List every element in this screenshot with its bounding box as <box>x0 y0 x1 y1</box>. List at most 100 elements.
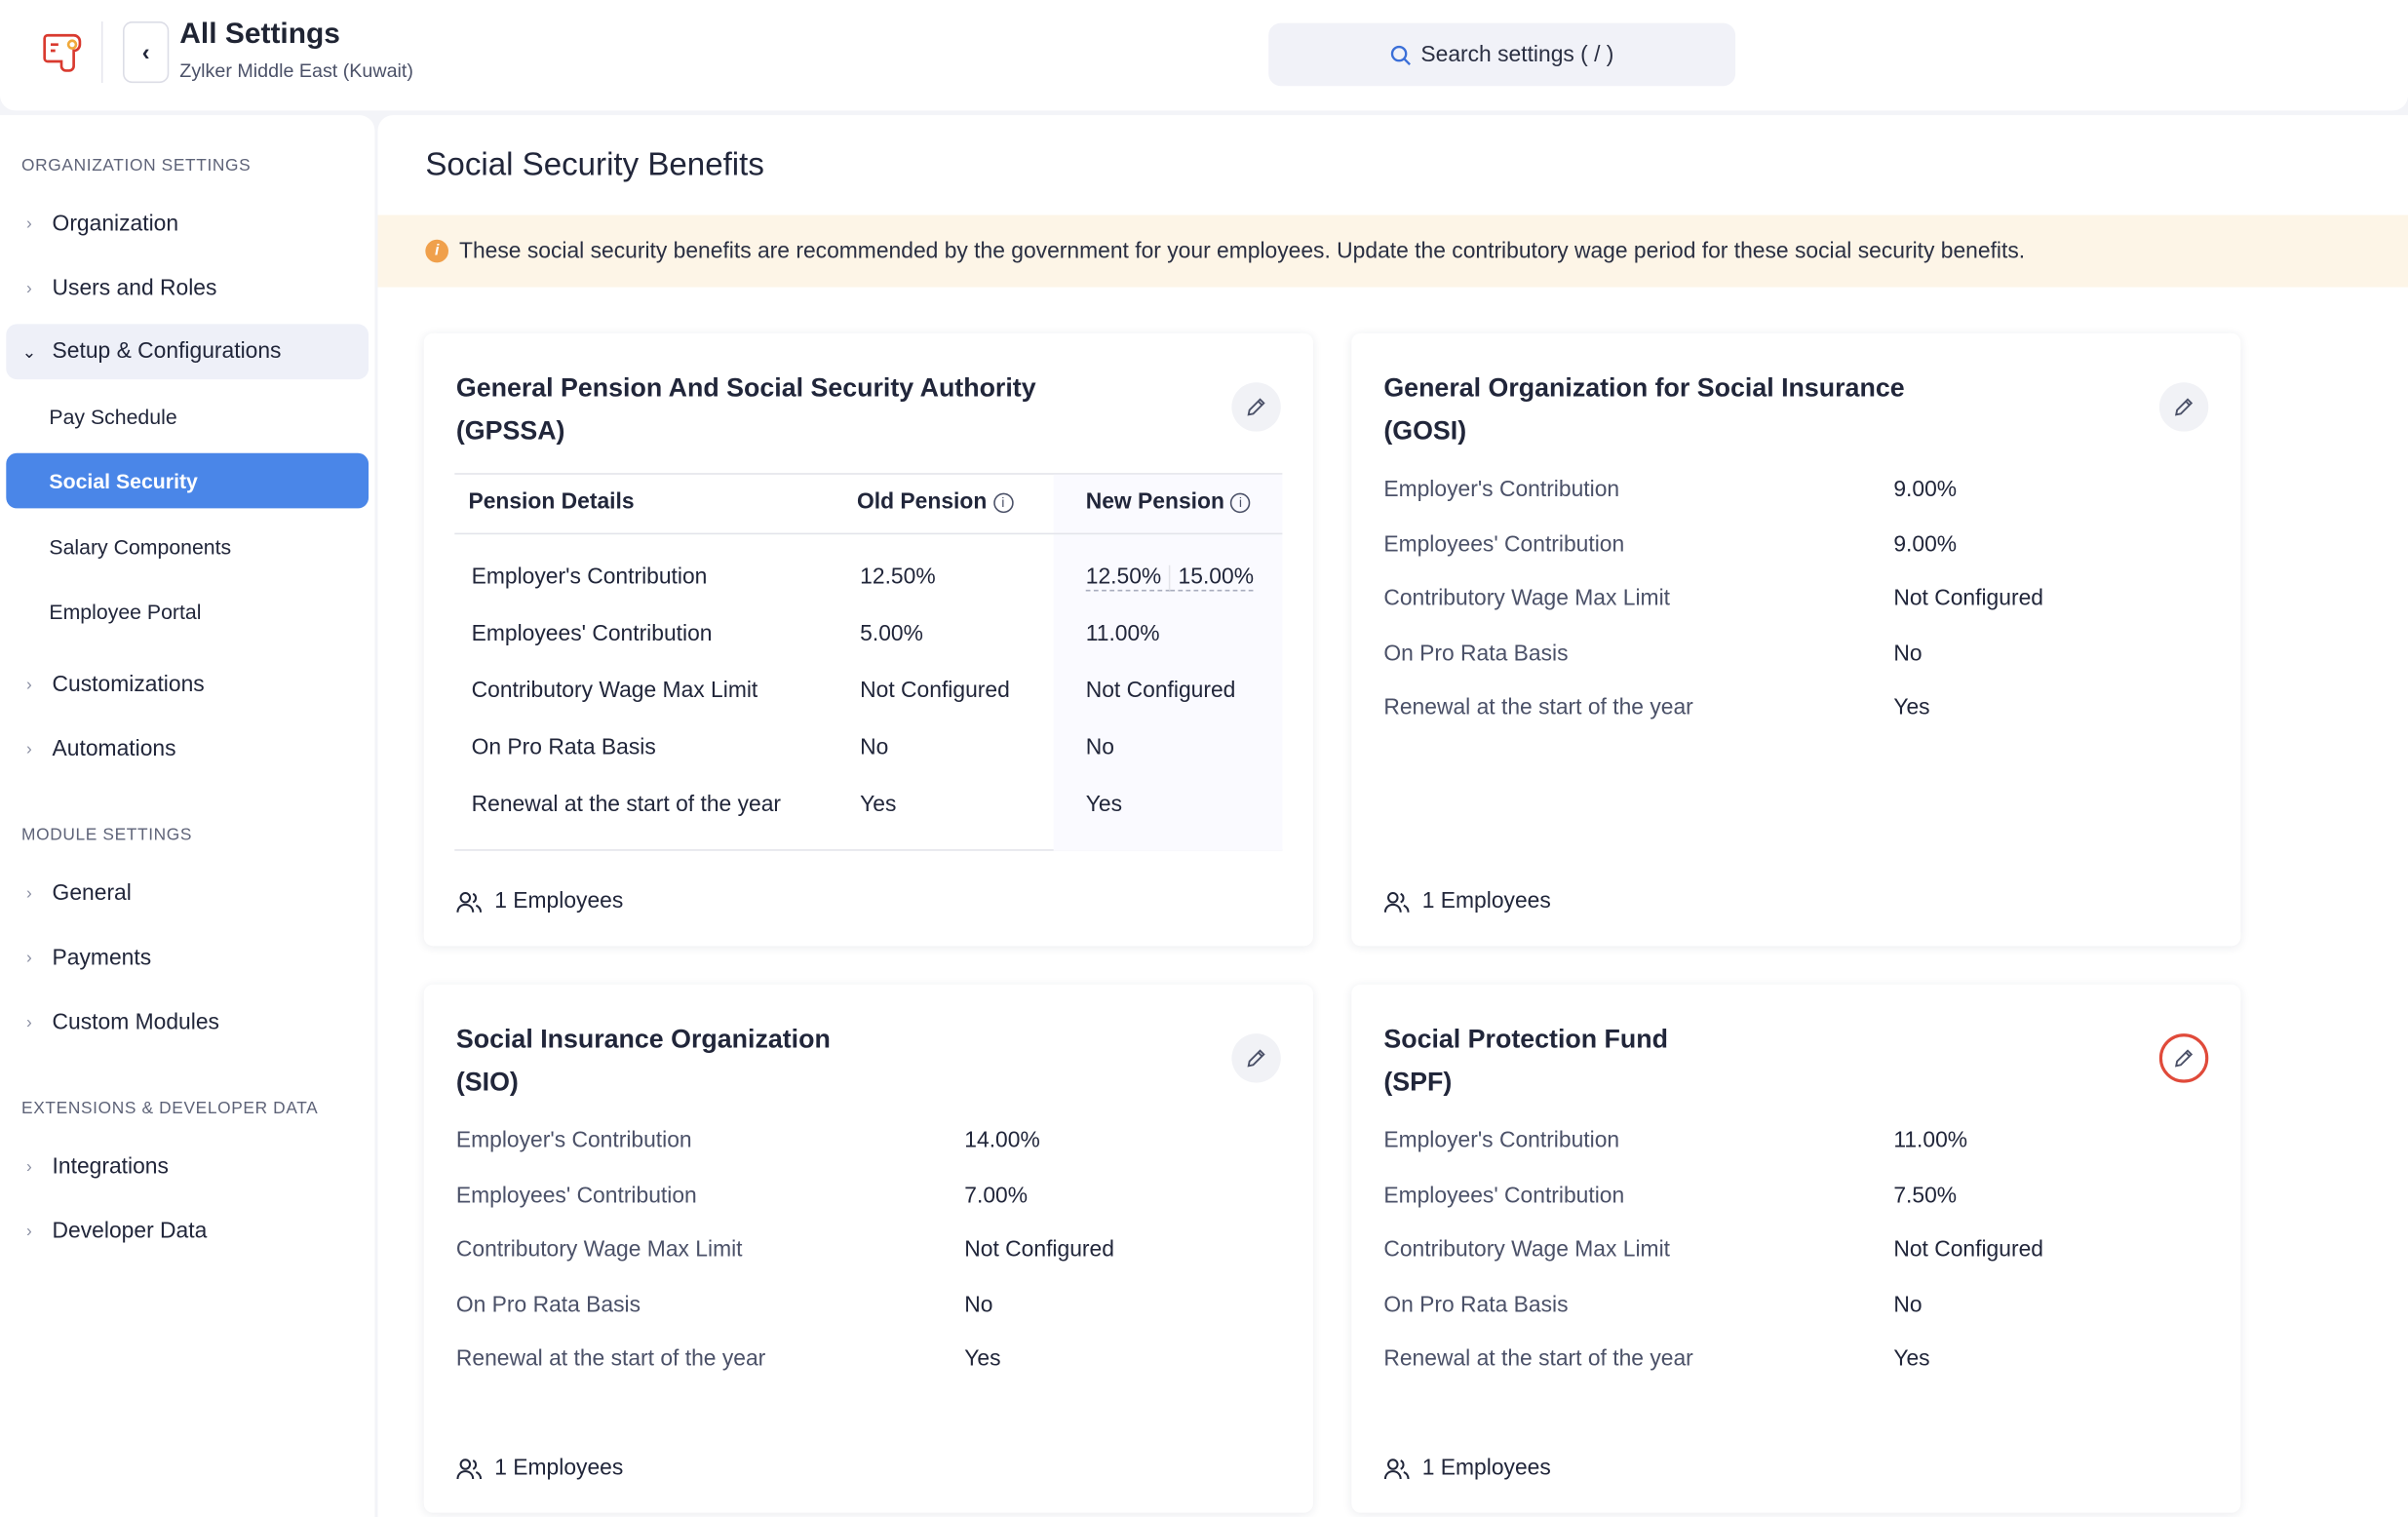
sidebar-item-customizations[interactable]: › Customizations <box>6 657 369 713</box>
sidebar-item-label: Developer Data <box>52 1219 208 1244</box>
employee-count-label: 1 Employees <box>1421 1456 1551 1481</box>
chevron-right-icon: › <box>26 279 32 298</box>
sidebar-item-automations[interactable]: › Automations <box>6 721 369 777</box>
card-title-abbr: (GOSI) <box>1383 415 1467 446</box>
users-icon <box>1383 890 1410 914</box>
chevron-right-icon: › <box>26 1157 32 1177</box>
sidebar: Organization Settings › Organization › Use… <box>0 115 375 1517</box>
old-pension-value: 12.50% <box>860 564 936 590</box>
employee-count[interactable]: 1 Employees <box>456 1456 624 1481</box>
edit-button[interactable] <box>2158 1033 2209 1083</box>
pension-table: Pension Details Old Pension i New Pension… <box>454 473 1283 851</box>
detail-label: Contributory Wage Max Limit <box>455 1237 743 1263</box>
detail-value: 9.00% <box>1893 477 1958 503</box>
pencil-icon <box>1246 396 1267 417</box>
sidebar-item-salary-components[interactable]: Salary Components <box>49 534 232 559</box>
sidebar-item-employee-portal[interactable]: Employee Portal <box>49 600 202 623</box>
detail-value: Not Configured <box>1893 1237 2043 1263</box>
banner-text: These social security benefits are recom… <box>459 238 2026 264</box>
top-header <box>0 0 2408 111</box>
chevron-right-icon: › <box>26 676 32 695</box>
info-icon[interactable]: i <box>1230 491 1251 513</box>
new-pension-value-b: 15.00% <box>1170 565 1255 592</box>
card-title-abbr: (SPF) <box>1383 1067 1453 1097</box>
sidebar-item-label: Integrations <box>52 1154 169 1180</box>
benefit-card-gosi: General Organization for Social Insuranc… <box>1351 332 2241 947</box>
chevron-right-icon: › <box>26 1013 32 1032</box>
section-heading: Module Settings <box>21 826 193 845</box>
table-header-new-pension: New Pension i <box>1086 490 1251 515</box>
sidebar-item-label: Users and Roles <box>52 276 217 301</box>
edit-button[interactable] <box>1231 1033 1281 1083</box>
header-label: New Pension <box>1085 489 1224 515</box>
sidebar-item-label: Customizations <box>52 672 205 698</box>
benefit-card-sio: Social Insurance Organization (SIO) Emplo… <box>423 984 1313 1513</box>
chevron-left-icon: ‹ <box>141 39 150 65</box>
detail-value: 7.50% <box>1893 1183 1958 1208</box>
old-pension-value: Yes <box>860 792 897 818</box>
detail-value: No <box>1893 641 1923 666</box>
chevron-right-icon: › <box>26 1222 32 1241</box>
detail-label: Employer's Contribution <box>1383 1128 1620 1154</box>
detail-label: Employer's Contribution <box>1383 477 1620 503</box>
card-title-line: General Organization for Social Insuranc… <box>1383 372 1905 403</box>
detail-label: Contributory Wage Max Limit <box>1383 1237 1671 1263</box>
card-title: General Organization for Social Insuranc… <box>1383 367 1904 452</box>
sidebar-item-label: Automations <box>52 737 176 762</box>
employee-count-label: 1 Employees <box>494 889 624 914</box>
card-title-abbr: (GPSSA) <box>455 415 565 446</box>
info-banner: i These social security benefits are reco… <box>377 214 2408 288</box>
sidebar-item-custom-modules[interactable]: › Custom Modules <box>6 995 369 1051</box>
page-title: Social Security Benefits <box>425 147 764 183</box>
search-input[interactable]: Search settings ( / ) <box>1268 22 1736 87</box>
pencil-icon <box>2173 1047 2194 1069</box>
employee-count-label: 1 Employees <box>1421 889 1551 914</box>
search-placeholder: Search settings ( / ) <box>1420 42 1614 67</box>
detail-value: Not Configured <box>1893 586 2043 611</box>
employee-count-label: 1 Employees <box>494 1456 624 1481</box>
new-pension-value[interactable]: 12.50% 15.00% <box>1085 564 1255 592</box>
header-divider <box>100 21 103 84</box>
card-title: Social Insurance Organization (SIO) <box>456 1018 831 1104</box>
sidebar-item-integrations[interactable]: › Integrations <box>6 1140 369 1195</box>
chevron-down-icon: ⌄ <box>21 343 37 362</box>
detail-label: Renewal at the start of the year <box>455 1346 766 1372</box>
detail-value: Yes <box>1893 1346 1930 1372</box>
employee-count[interactable]: 1 Employees <box>456 889 623 914</box>
search-icon <box>1391 45 1412 65</box>
table-row-label: Contributory Wage Max Limit <box>471 679 758 704</box>
back-button[interactable]: ‹ <box>123 21 170 84</box>
detail-label: Employees' Contribution <box>455 1183 697 1208</box>
detail-value: No <box>1893 1292 1923 1317</box>
detail-label: Contributory Wage Max Limit <box>1383 586 1671 611</box>
detail-label: On Pro Rata Basis <box>455 1292 641 1317</box>
divider <box>454 532 1283 535</box>
sidebar-item-payments[interactable]: › Payments <box>6 931 369 987</box>
info-icon[interactable]: i <box>992 491 1014 513</box>
users-icon <box>456 1457 483 1480</box>
detail-label: Employer's Contribution <box>455 1128 692 1154</box>
detail-value: 14.00% <box>964 1128 1040 1154</box>
sidebar-item-organization[interactable]: › Organization <box>6 197 369 253</box>
edit-button[interactable] <box>1231 382 1281 432</box>
sidebar-item-general[interactable]: › General <box>6 866 369 921</box>
benefit-card-gpssa: General Pension And Social Security Auth… <box>423 332 1313 947</box>
sidebar-item-developer-data[interactable]: › Developer Data <box>6 1204 369 1260</box>
edit-button[interactable] <box>2158 382 2209 432</box>
card-title-abbr: (SIO) <box>455 1067 519 1097</box>
new-pension-value: 11.00% <box>1085 621 1160 647</box>
sidebar-item-setup-configurations[interactable]: ⌄ Setup & Configurations <box>6 324 369 380</box>
sidebar-item-users-and-roles[interactable]: › Users and Roles <box>6 261 369 317</box>
chevron-right-icon: › <box>26 949 32 968</box>
sidebar-item-social-security[interactable]: Social Security <box>6 452 369 509</box>
detail-label: On Pro Rata Basis <box>1383 1292 1569 1317</box>
sidebar-item-pay-schedule[interactable]: Pay Schedule <box>49 405 177 428</box>
detail-label: Employees' Contribution <box>1383 1183 1625 1208</box>
employee-count[interactable]: 1 Employees <box>1383 1456 1551 1481</box>
card-title-line: General Pension And Social Security Auth… <box>455 372 1036 403</box>
employee-count[interactable]: 1 Employees <box>1383 889 1551 914</box>
detail-value: 7.00% <box>964 1183 1029 1208</box>
chevron-right-icon: › <box>26 884 32 904</box>
card-title-line: Social Insurance Organization <box>455 1024 831 1054</box>
detail-value: No <box>964 1292 993 1317</box>
